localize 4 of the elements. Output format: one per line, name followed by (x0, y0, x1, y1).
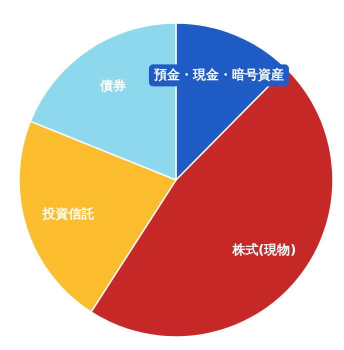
slice-label: 投資信託 (41, 206, 94, 222)
slice-label: 株式(現物) (231, 242, 296, 258)
slice-label: 債券 (98, 78, 126, 94)
slice-label: 預金・現金・暗号資産 (152, 66, 284, 83)
